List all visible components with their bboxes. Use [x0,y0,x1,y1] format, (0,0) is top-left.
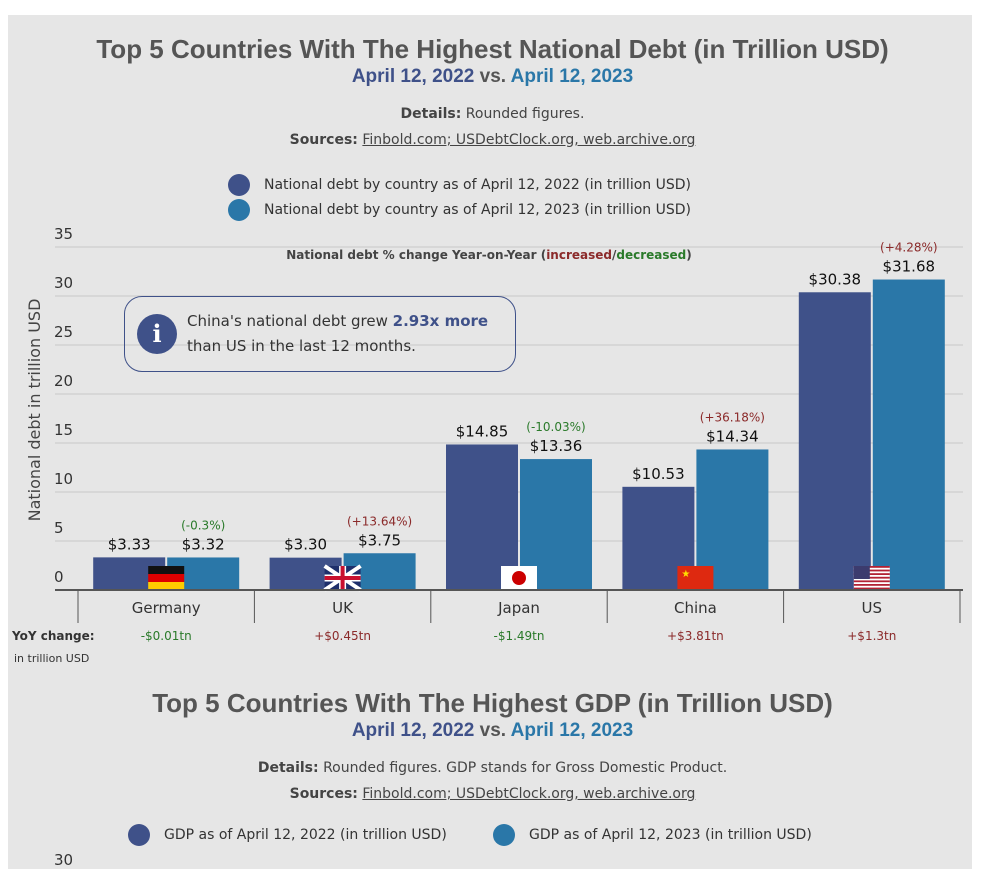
flag-stripe [853,569,890,572]
gdp-sources: Sources: Finbold.com; USDebtClock.org, w… [289,786,696,802]
flag-stripe [148,582,185,590]
flag-sun [512,571,526,585]
gdp-sources-link[interactable]: Finbold.com; USDebtClock.org, web.archiv… [362,786,696,802]
flag-stripe [853,573,890,575]
flag-stripe [853,576,890,579]
bar-value-label: $10.53 [632,465,685,483]
details: Details: Rounded figures. [400,106,585,122]
bar-japan-2022 [446,444,518,590]
pct-change-label: (-0.3%) [181,518,225,532]
bar-value-label: $3.75 [358,531,401,549]
flag-stripe [853,584,890,586]
pct-change-label: (+36.18%) [700,410,765,424]
flag-stripe [853,580,890,583]
change-header: National debt % change Year-on-Year (inc… [286,248,691,262]
legend-2022: National debt by country as of April 12,… [228,174,691,196]
bar-value-label: $31.68 [883,258,936,276]
chart-title: Top 5 Countries With The Highest Nationa… [96,34,889,64]
sources: Sources: Finbold.com; USDebtClock.org, w… [289,132,696,148]
y-axis-label: National debt in trillion USD [25,299,44,522]
bar-us-2023 [872,279,945,590]
sources-link[interactable]: Finbold.com; USDebtClock.org, web.archiv… [362,132,696,148]
gdp-legend-2023: GDP as of April 12, 2023 (in trillion US… [493,824,812,846]
y-tick-label: 10 [54,470,73,488]
chart-subtitle: April 12, 2022 vs. April 12, 2023 [351,66,634,87]
x-tick-label: China [674,599,717,617]
bar-value-label: $3.32 [182,535,225,553]
legend-2023: National debt by country as of April 12,… [228,199,691,221]
yoy-change-value: +$0.45tn [314,629,371,643]
yoy-change-value: -$0.01tn [141,629,192,643]
china-annotation: i China's national debt grew 2.93x more t… [124,296,516,372]
pct-change-label: (+4.28%) [880,241,938,255]
gdp-legend-2022: GDP as of April 12, 2022 (in trillion US… [128,824,447,846]
x-tick-label: Japan [497,599,540,617]
bar-value-label: $30.38 [809,270,862,288]
flag-stripe [853,566,890,568]
pct-change-label: (-10.03%) [526,420,585,434]
y-tick-label: 30 [54,274,73,292]
flag-canton [853,566,870,579]
x-tick-label: UK [332,599,354,617]
flag-star: ★ [681,569,690,580]
y-tick-label: 20 [54,372,73,390]
bar-value-label: $3.30 [284,536,327,554]
bar-us-2022 [798,292,871,590]
gdp-details: Details: Rounded figures. GDP stands for… [257,760,728,776]
bar-value-label: $13.36 [530,437,583,455]
china-flag [677,566,714,590]
flag-stripe [148,574,185,582]
x-tick-label: Germany [132,599,201,617]
yoy-label: YoY change: [11,629,95,643]
x-tick-label: US [862,599,883,617]
gdp-title: Top 5 Countries With The Highest GDP (in… [152,688,833,718]
pct-change-label: (+13.64%) [347,514,412,528]
y-tick-label: 0 [54,568,64,586]
y-tick-label: 25 [54,323,73,341]
yoy-unit-label: in trillion USD [14,652,89,665]
flag-stripe [853,587,890,590]
yoy-change-value: +$1.3tn [847,629,896,643]
y-tick-label: 35 [54,225,73,243]
bar-value-label: $14.34 [706,427,759,445]
yoy-change-value: -$1.49tn [494,629,545,643]
y-tick-label: 5 [54,519,64,537]
yoy-change-value: +$3.81tn [667,629,724,643]
y-tick-label: 15 [54,421,73,439]
bar-value-label: $14.85 [456,422,509,440]
gdp-subtitle: April 12, 2022 vs. April 12, 2023 [351,720,634,741]
germany-flag [148,566,185,574]
info-icon: i [137,314,177,354]
bar-value-label: $3.33 [108,535,151,553]
flag-cross [324,566,361,590]
gdp-y-tick: 30 [54,851,74,869]
